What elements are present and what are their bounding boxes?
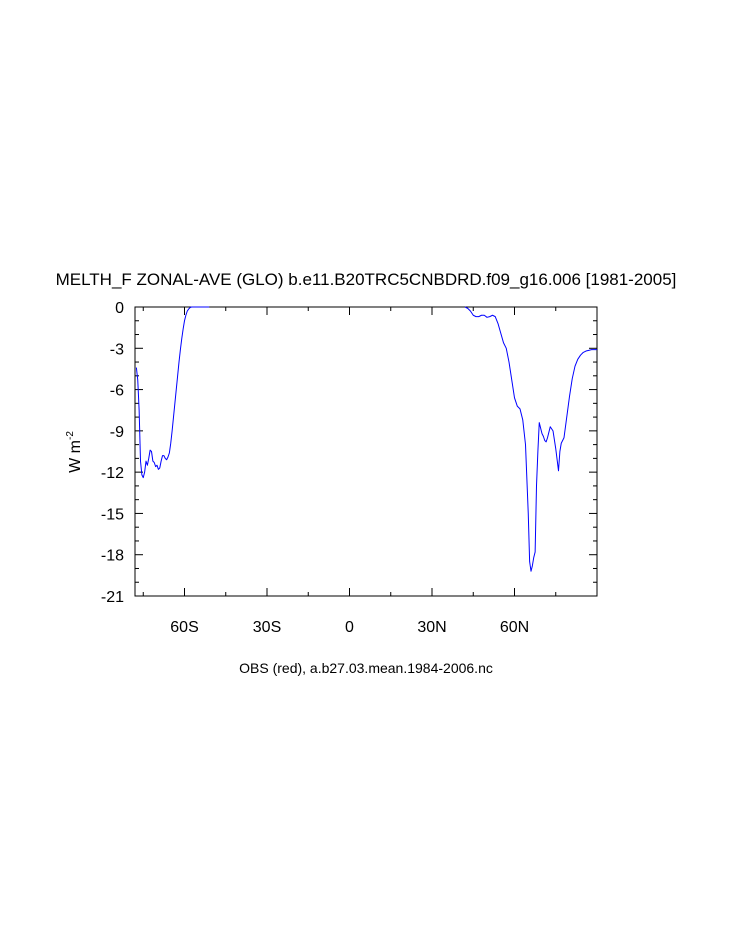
series-group	[135, 306, 597, 572]
y-tick-label: -15	[101, 506, 124, 523]
y-tick-label: -3	[110, 341, 124, 358]
y-tick-label: 0	[115, 300, 124, 317]
y-tick-label: -6	[110, 383, 124, 400]
x-axis-ticks: 60S 30S 0 30N 60N	[142, 307, 598, 636]
plot-frame	[134, 306, 598, 597]
x-tick-label: 30N	[417, 619, 446, 636]
y-axis-ticks: 0 -3 -6 -9 -12 -15 -18 -21	[101, 300, 597, 606]
y-tick-label: -18	[101, 548, 124, 565]
y-axis-label-text: W m	[67, 440, 84, 473]
y-tick-label: -12	[101, 465, 124, 482]
y-axis-label: W m-2	[65, 431, 84, 473]
x-tick-label: 0	[345, 619, 354, 636]
y-tick-label: -9	[110, 424, 124, 441]
x-tick-label: 30S	[253, 619, 281, 636]
x-tick-label: 60S	[170, 619, 198, 636]
x-axis-label: OBS (red), a.b27.03.mean.1984-2006.nc	[239, 660, 493, 676]
y-tick-label: -21	[101, 589, 124, 606]
chart-title: MELTH_F ZONAL-AVE (GLO) b.e11.B20TRC5CNB…	[56, 270, 677, 289]
y-axis-label-exponent: -2	[65, 431, 76, 440]
x-tick-label: 60N	[500, 619, 529, 636]
series-line	[135, 306, 597, 572]
